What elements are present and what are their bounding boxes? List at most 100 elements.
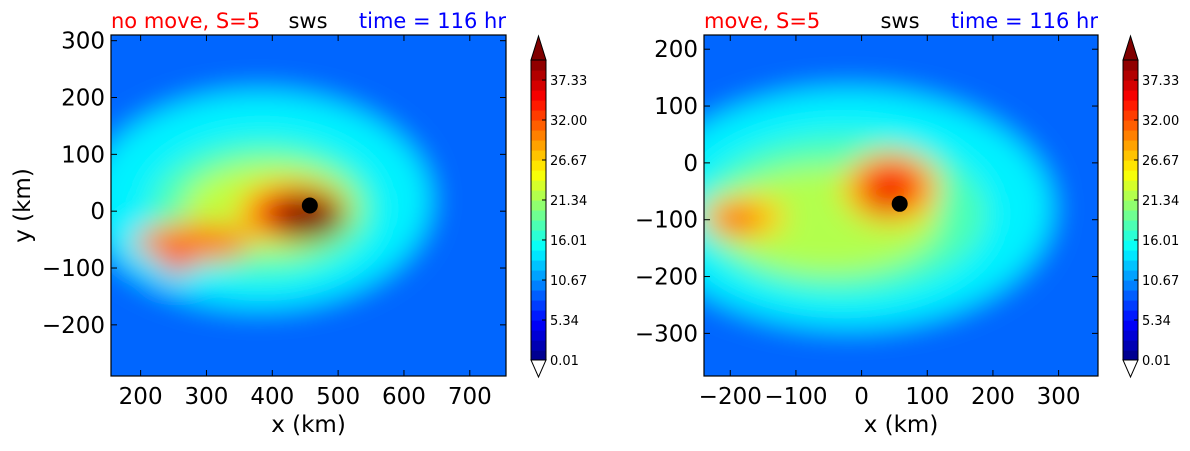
y-tick-label: 0 (683, 151, 698, 177)
colorbar-level (531, 350, 546, 361)
field-region (162, 250, 192, 274)
colorbar-tick-label: 0.01 (1142, 354, 1171, 369)
panel-title-center: sws (288, 9, 327, 33)
x-axis-label: x (km) (864, 412, 939, 438)
y-tick-label: −200 (635, 265, 698, 291)
colorbar-level (531, 140, 546, 151)
colorbar-level (1123, 240, 1138, 251)
colorbar-level (1123, 150, 1138, 161)
heatmap-field (111, 35, 506, 376)
storm-center-marker (891, 195, 908, 212)
colorbar-level (1123, 60, 1138, 71)
colorbar-extend-under (530, 359, 547, 379)
colorbar-level (1123, 250, 1138, 261)
plot-frame (110, 34, 507, 377)
colorbar-level (1123, 270, 1138, 281)
colorbar-level (531, 120, 546, 131)
x-tick-label: 200 (971, 384, 1015, 410)
field-region (713, 208, 760, 232)
panel-title-right: time = 116 hr (951, 9, 1098, 33)
colorbar-level (531, 110, 546, 121)
x-tick-label: 100 (905, 384, 949, 410)
colorbar-level (531, 160, 546, 171)
colorbar-right: 0.01 5.34 10.67 16.01 21.34 26.67 32.00 37.33 (1122, 34, 1179, 379)
colorbar-level (1123, 110, 1138, 121)
colorbar-extend-under (1122, 359, 1139, 379)
colorbar-level (1123, 130, 1138, 141)
colorbar-frame (1122, 59, 1139, 361)
colorbar-extend-over (530, 34, 547, 61)
colorbar-level (1123, 140, 1138, 151)
x-tick-label: −200 (699, 384, 762, 410)
colorbar-tick-label: 16.01 (1142, 234, 1179, 249)
colorbar-level (1123, 290, 1138, 301)
panel-move: move, S=5 sws time = 116 hr −200 −100 0 100… (635, 9, 1099, 438)
x-tick-label: 700 (448, 384, 492, 410)
y-axis-label: y (km) (10, 168, 36, 243)
colorbar-tick-label: 10.67 (1142, 274, 1179, 289)
colorbar-level (531, 100, 546, 111)
colorbar-level (1123, 280, 1138, 291)
panel-title-left: no move, S=5 (111, 9, 260, 33)
colorbar-level (1123, 210, 1138, 221)
panel-title-right: time = 116 hr (359, 9, 506, 33)
colorbar-level (1123, 330, 1138, 341)
colorbar-level (531, 250, 546, 261)
x-axis-label: x (km) (271, 412, 346, 438)
colorbar-level (1123, 300, 1138, 311)
colorbar-level (531, 190, 546, 201)
colorbar-level (531, 80, 546, 91)
y-tick-label: 100 (654, 94, 698, 120)
colorbar-level (1123, 220, 1138, 231)
colorbar-level (531, 130, 546, 141)
colorbar-level (531, 170, 546, 181)
y-tick-label: 200 (654, 37, 698, 63)
colorbar-level (1123, 180, 1138, 191)
colorbar-level (531, 270, 546, 281)
colorbar-level (531, 260, 546, 271)
colorbar-level (531, 200, 546, 211)
colorbar-level (1123, 80, 1138, 91)
colorbar-level (1123, 350, 1138, 361)
colorbar-level (531, 90, 546, 101)
y-tick-label: 100 (61, 142, 105, 168)
y-tick-label: −100 (635, 208, 698, 234)
y-tick-label: 0 (90, 199, 105, 225)
x-tick-label: 400 (250, 384, 294, 410)
colorbar-tick-label: 37.33 (550, 74, 587, 89)
plot-frame (703, 34, 1099, 377)
y-tick-label: 200 (61, 86, 105, 112)
colorbar-level (1123, 70, 1138, 81)
field-region (134, 222, 253, 263)
x-tick-label: 300 (1037, 384, 1081, 410)
colorbar-level (531, 230, 546, 241)
colorbar-level (531, 60, 546, 71)
colorbar-level (1123, 170, 1138, 181)
panel-no-move: no move, S=5 sws time = 116 hr 200 300 400… (10, 9, 507, 438)
colorbar-level (1123, 230, 1138, 241)
colorbar-tick-label: 21.34 (550, 194, 587, 209)
colorbar-tick-label: 16.01 (550, 234, 587, 249)
colorbar-tick-label: 32.00 (1142, 114, 1179, 129)
colorbar-extend-over (1122, 34, 1139, 61)
colorbar-tick-label: 5.34 (550, 314, 579, 329)
colorbar-left: 0.01 5.34 10.67 16.01 21.34 26.67 32.00 37.33 (530, 34, 587, 379)
panel-title-center: sws (880, 9, 919, 33)
axis-ticks: 200 300 400 500 600 700 −200 −100 0 100 200 300 (42, 29, 506, 410)
colorbar-level (1123, 340, 1138, 351)
heatmap-field (704, 35, 1098, 376)
colorbar-level (531, 330, 546, 341)
y-tick-label: −300 (635, 321, 698, 347)
colorbar-level (531, 300, 546, 311)
colorbar-tick-label: 10.67 (550, 274, 587, 289)
colorbar-level (531, 210, 546, 221)
colorbar-level (1123, 160, 1138, 171)
x-tick-label: 0 (854, 384, 869, 410)
y-tick-label: 300 (61, 29, 105, 55)
x-tick-label: 600 (382, 384, 426, 410)
y-tick-label: −100 (42, 256, 105, 282)
colorbar-level (531, 220, 546, 231)
colorbar-tick-label: 26.67 (1142, 154, 1179, 169)
